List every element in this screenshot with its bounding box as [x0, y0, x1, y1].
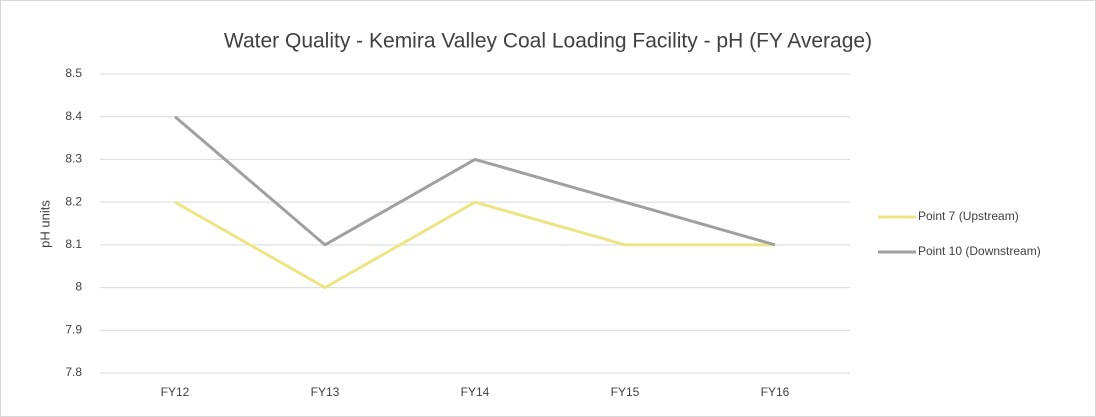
chart-title: Water Quality - Kemira Valley Coal Loadi…	[224, 30, 872, 53]
series-line	[174, 115, 776, 247]
x-tick-label: FY14	[461, 385, 490, 399]
y-tick-label: 7.8	[65, 365, 82, 379]
x-tick-label: FY15	[611, 385, 640, 399]
series-line	[174, 200, 775, 290]
y-tick-label: 8	[75, 280, 82, 294]
y-tick-label: 8.2	[65, 194, 82, 208]
y-tick-label: 7.9	[65, 322, 82, 336]
x-tick-label: FY13	[311, 385, 340, 399]
legend-label: Point 10 (Downstream)	[918, 244, 1041, 258]
y-axis-label: pH units	[37, 200, 52, 248]
x-tick-label: FY12	[161, 385, 190, 399]
x-tick-label: FY16	[761, 385, 790, 399]
legend-label: Point 7 (Upstream)	[918, 209, 1019, 223]
y-tick-label: 8.3	[65, 152, 82, 166]
y-tick-label: 8.5	[65, 66, 82, 80]
y-tick-label: 8.1	[65, 237, 82, 251]
y-tick-label: 8.4	[65, 109, 82, 123]
